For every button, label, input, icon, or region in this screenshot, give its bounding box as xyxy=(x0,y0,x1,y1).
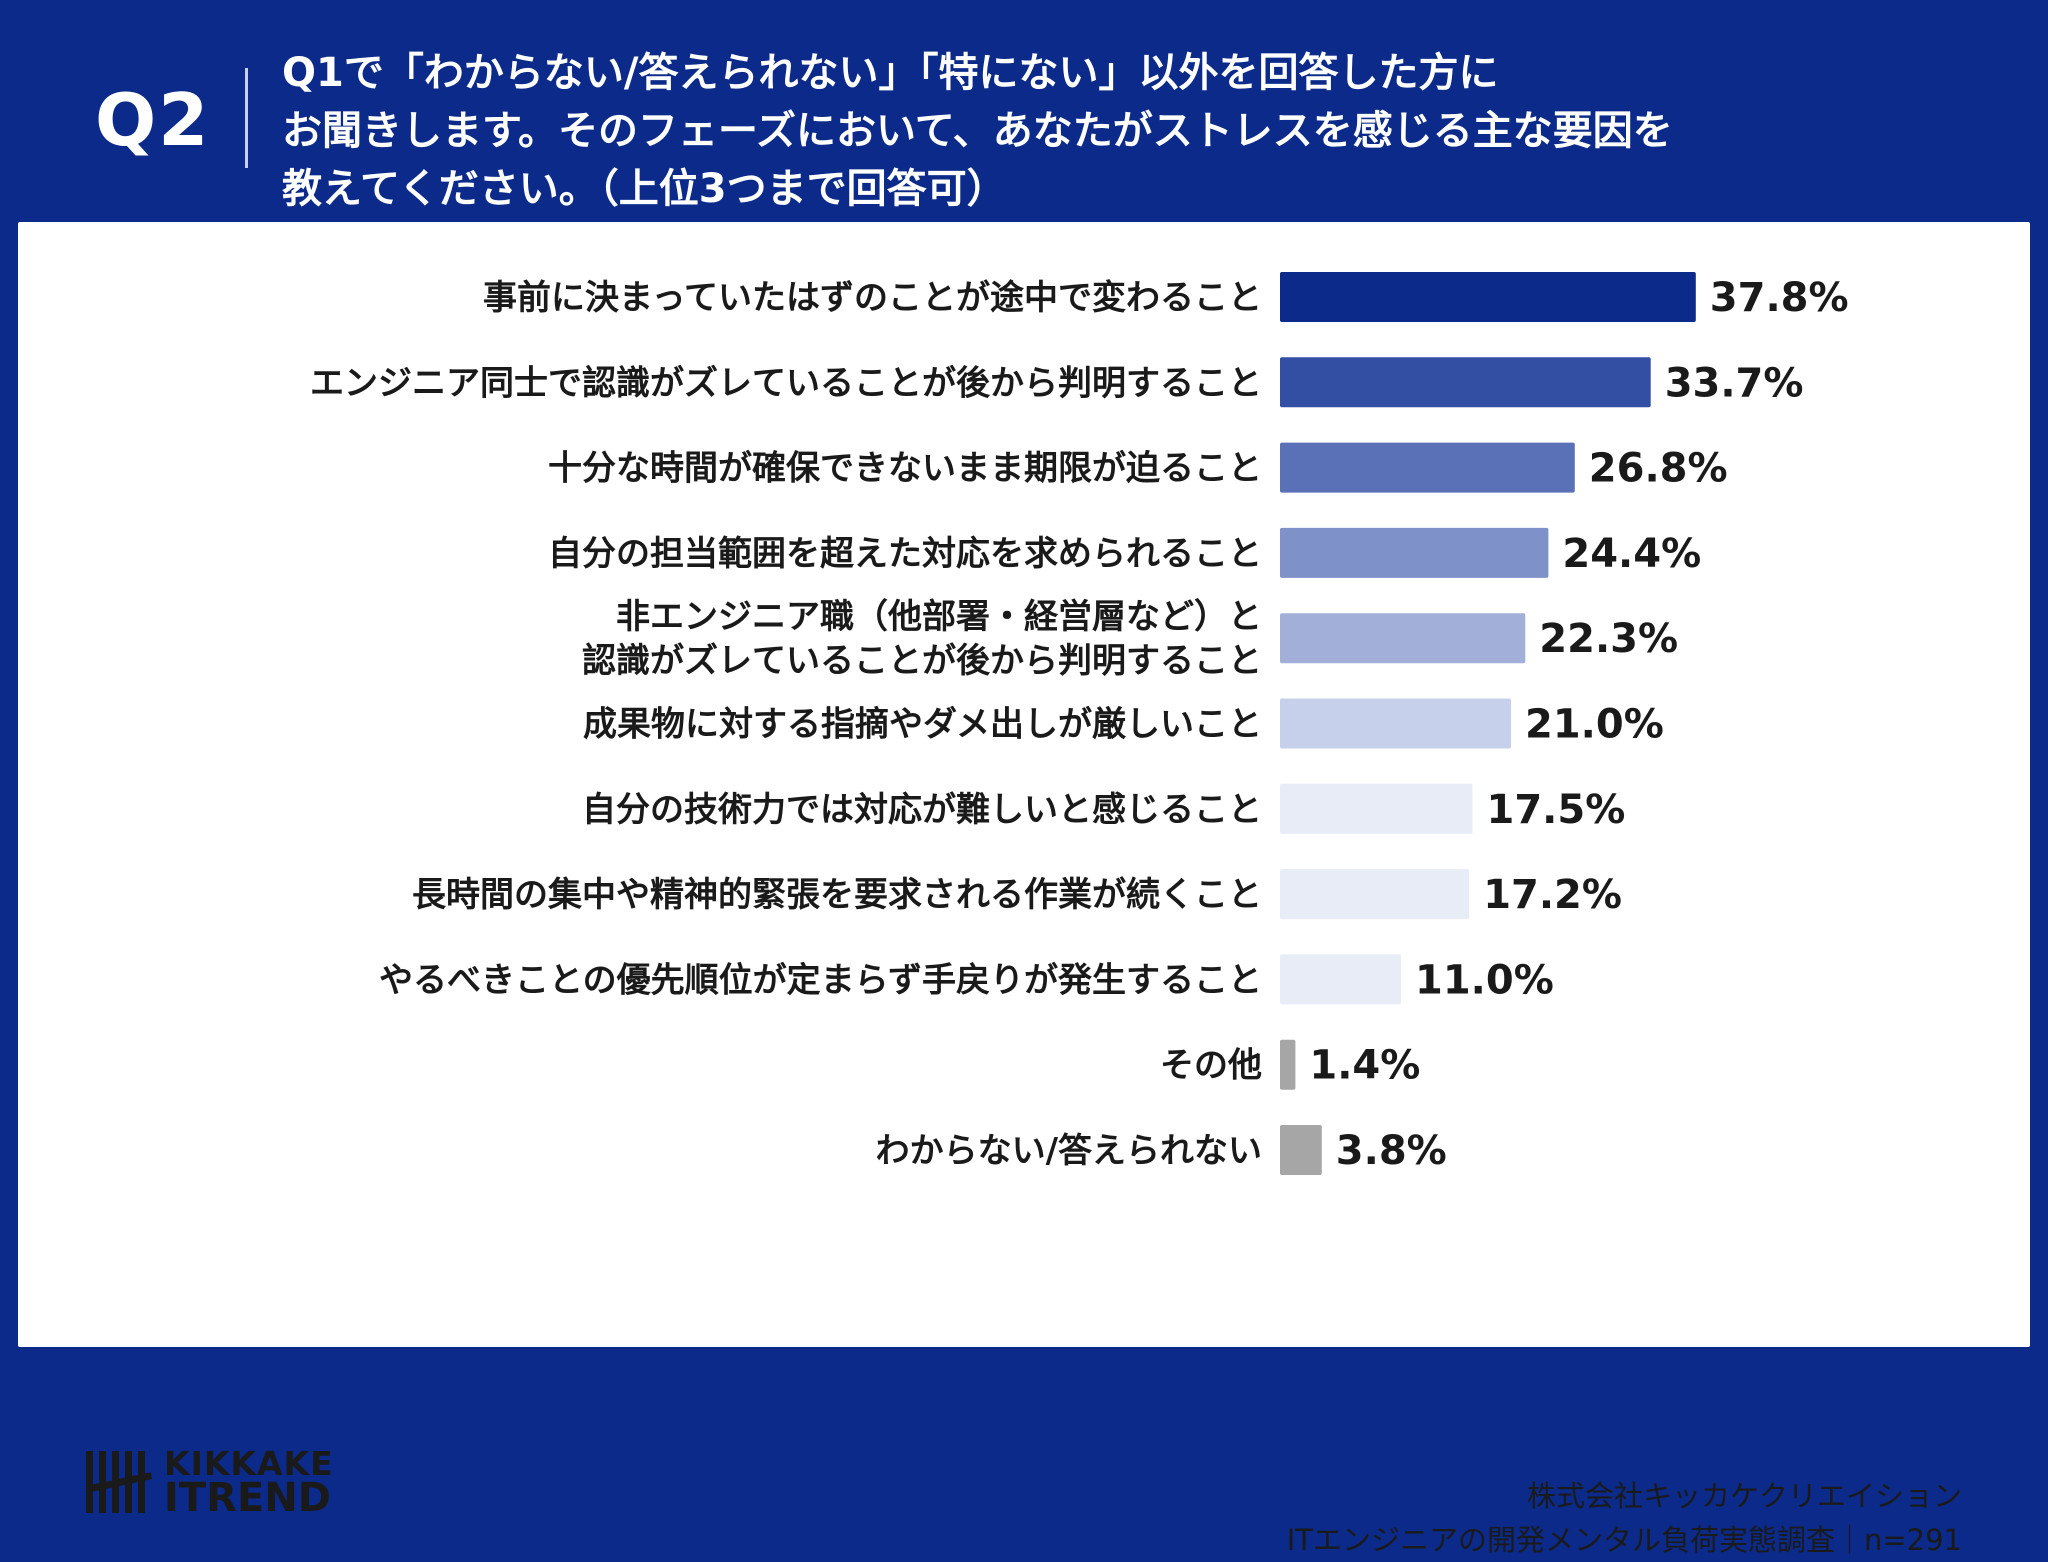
category-label-1: 事前に決まっていたはずのことが途中で変わること xyxy=(483,278,1262,318)
brand-name: KIKKAKE ITREND xyxy=(164,1444,334,1521)
value-label-6: 21.0% xyxy=(1525,702,1664,748)
category-label-5-line-1: 非エンジニア職（他部署・経営層など）と xyxy=(616,597,1262,637)
bar-4 xyxy=(1280,527,1549,578)
bar-8 xyxy=(1280,869,1470,920)
value-label-4: 24.4% xyxy=(1562,531,1701,577)
header-divider xyxy=(245,68,248,168)
bar-2 xyxy=(1280,357,1651,408)
bar-6 xyxy=(1280,698,1511,749)
category-label-11: わからない/答えられない xyxy=(876,1131,1262,1171)
value-label-8: 17.2% xyxy=(1483,872,1622,918)
header: Q2 Q1で「わからない/答えられない」「特にない」以外を回答した方に お聞きし… xyxy=(0,0,2048,222)
question-text: Q1で「わからない/答えられない」「特にない」以外を回答した方に お聞きします。… xyxy=(282,44,2002,218)
category-label-7: 自分の技術力では対応が難しいと感じること xyxy=(582,790,1262,830)
value-label-2: 33.7% xyxy=(1665,360,1804,406)
brand-name-line-2: ITREND xyxy=(164,1475,331,1521)
bar-11 xyxy=(1280,1125,1322,1175)
bar-1 xyxy=(1280,272,1696,322)
category-label-8: 長時間の集中や精神的緊張を要求される作業が続くこと xyxy=(412,875,1262,915)
brand-mark-icon xyxy=(86,1451,153,1513)
footer-survey: ITエンジニアの開発メンタル負荷実態調査｜n=291 xyxy=(1286,1523,1962,1557)
category-label-5-line-2: 認識がズレていることが後から判明すること xyxy=(582,641,1262,681)
category-label-10: その他 xyxy=(1160,1046,1262,1086)
question-number: Q2 xyxy=(95,78,211,162)
question-line-3: 教えてください。（上位3つまで回答可） xyxy=(282,166,1007,212)
footer-credit: 株式会社キッカケクリエイション ITエンジニアの開発メンタル負荷実態調査｜n=2… xyxy=(1287,1474,1962,1562)
category-label-6: 成果物に対する指摘やダメ出しが厳しいこと xyxy=(583,705,1262,745)
footer-company: 株式会社キッカケクリエイション xyxy=(1526,1479,1962,1513)
value-label-9: 11.0% xyxy=(1415,957,1554,1003)
brand-name-line-1: KIKKAKE xyxy=(164,1444,334,1483)
category-label-9: やるべきことの優先順位が定まらず手戻りが発生すること xyxy=(379,960,1262,1000)
bar-3 xyxy=(1280,442,1575,493)
bar-9 xyxy=(1280,954,1401,1005)
value-label-5: 22.3% xyxy=(1539,616,1678,662)
brand-logo: KIKKAKE ITREND xyxy=(86,1444,346,1521)
value-label-11: 3.8% xyxy=(1336,1128,1447,1174)
bar-7 xyxy=(1280,783,1473,834)
category-label-2: エンジニア同士で認識がズレていることが後から判明すること xyxy=(310,363,1262,403)
chart-panel: 37.8% 事前に決まっていたはずのことが途中で変わること 33.7% エンジニア同士… xyxy=(18,222,2030,1557)
category-label-3: 十分な時間が確保できないまま期限が迫ること xyxy=(548,449,1262,489)
value-label-10: 1.4% xyxy=(1309,1043,1420,1089)
value-label-7: 17.5% xyxy=(1487,787,1626,833)
question-line-1: Q1で「わからない/答えられない」「特にない」以外を回答した方に xyxy=(282,50,1499,96)
category-label-4: 自分の担当範囲を超えた対応を求められること xyxy=(548,534,1262,574)
question-line-2: お聞きします。そのフェーズにおいて、あなたがストレスを感じる主な要因を xyxy=(282,108,1673,154)
bar-10 xyxy=(1280,1039,1296,1090)
bar-chart: 37.8% 事前に決まっていたはずのことが途中で変わること 33.7% エンジニア同士… xyxy=(310,272,1849,1175)
value-label-3: 26.8% xyxy=(1589,446,1728,492)
bar-5 xyxy=(1280,613,1526,664)
value-label-1: 37.8% xyxy=(1710,275,1849,321)
